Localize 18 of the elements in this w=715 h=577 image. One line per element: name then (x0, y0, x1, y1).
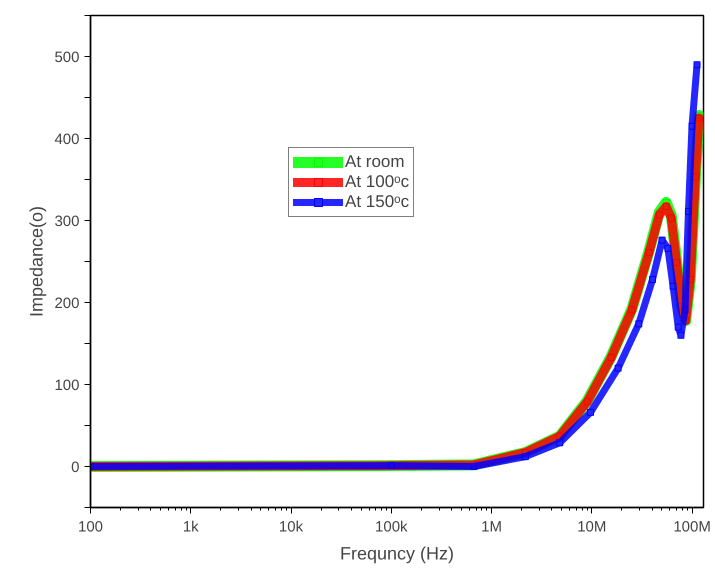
legend-label: At 150ᵒc (345, 192, 410, 212)
y-tick-label: 500 (54, 49, 80, 66)
y-tick-label: 400 (54, 131, 80, 148)
x-axis-title: Frequncy (Hz) (340, 544, 454, 564)
y-axis-title: Impedance(o) (26, 206, 46, 318)
y-tick-label: 0 (71, 459, 80, 476)
x-tick-label: 100M (673, 518, 711, 536)
x-tick-label: 10k (278, 518, 304, 536)
legend-label: At 100ᵒc (345, 172, 410, 192)
x-tick-label: 10M (577, 518, 606, 536)
x-tick-label: 100k (375, 518, 408, 536)
y-tick-label: 200 (54, 295, 80, 312)
x-tick-label: 100 (78, 518, 104, 536)
legend-label: At room (345, 152, 405, 172)
y-tick-label: 100 (54, 377, 80, 394)
y-tick-label: 300 (54, 213, 80, 230)
x-tick-label: 1M (481, 518, 502, 536)
x-tick-label: 1k (182, 518, 200, 536)
